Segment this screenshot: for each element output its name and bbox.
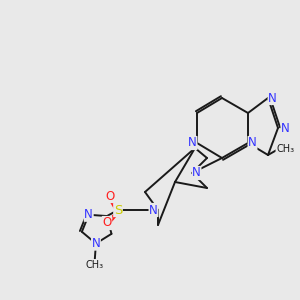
Text: CH₃: CH₃ (85, 260, 103, 269)
Text: N: N (84, 208, 93, 221)
Text: CH₃: CH₃ (276, 144, 294, 154)
Text: N: N (149, 203, 158, 217)
Text: N: N (92, 237, 100, 250)
Text: N: N (268, 92, 277, 104)
Text: N: N (192, 167, 201, 179)
Text: O: O (102, 217, 112, 230)
Text: S: S (114, 203, 122, 217)
Text: O: O (105, 190, 115, 202)
Text: N: N (281, 122, 290, 134)
Text: N: N (248, 136, 257, 149)
Text: N: N (188, 136, 197, 149)
